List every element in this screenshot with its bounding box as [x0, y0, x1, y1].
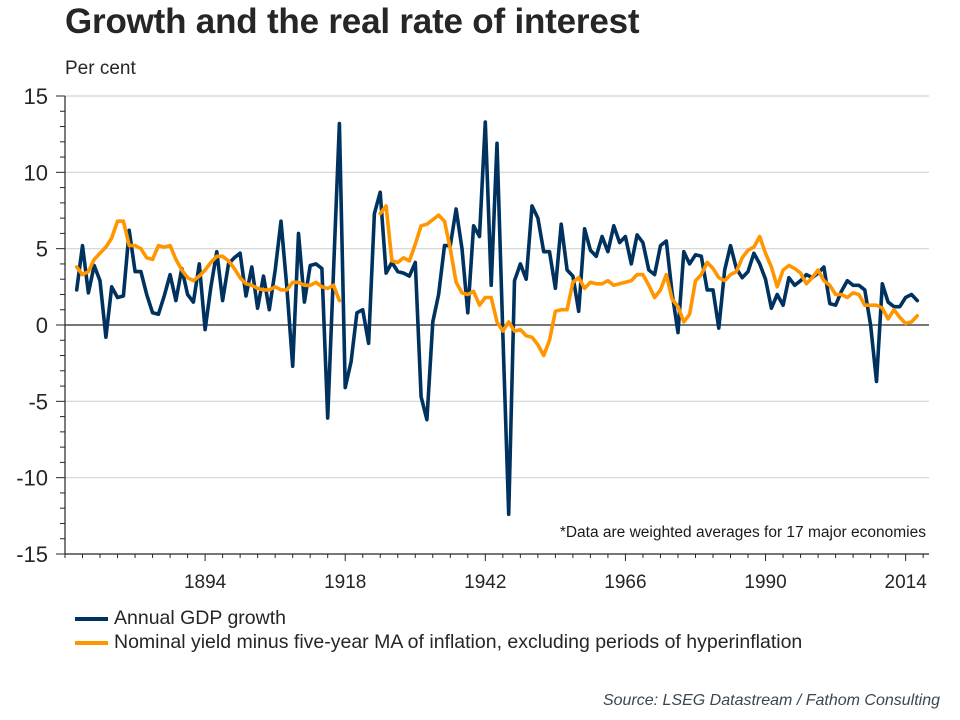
legend: Annual GDP growth Nominal yield minus fi…	[75, 606, 875, 654]
series-line-real-rate	[74, 219, 342, 303]
series-line-real-rate	[378, 204, 920, 358]
x-tick-label: 1894	[184, 572, 227, 593]
source-note: Source: LSEG Datastream / Fathom Consult…	[602, 692, 940, 709]
footnote: *Data are weighted averages for 17 major…	[560, 524, 926, 541]
series-line-gdp-growth	[74, 120, 920, 517]
y-tick-label: -10	[16, 466, 48, 491]
axes: 15 10 5 0 -5 -10 -15 1894 1918 1942 1966 1990 2014	[16, 84, 929, 593]
legend-label-gdp: Annual GDP growth	[114, 607, 286, 629]
legend-swatch-real-rate	[75, 641, 108, 645]
y-tick-label: -15	[16, 542, 48, 567]
series	[74, 120, 920, 517]
legend-label-real-rate: Nominal yield minus five-year MA of infl…	[114, 631, 803, 653]
x-tick-label: 2014	[885, 572, 928, 593]
y-tick-label: -5	[28, 389, 48, 414]
x-tick-label: 1966	[604, 572, 646, 593]
chart-title: Growth and the real rate of interest	[65, 2, 640, 41]
x-tick-label: 1942	[464, 572, 506, 593]
y-tick-label: 15	[24, 84, 48, 109]
legend-item-gdp: Annual GDP growth	[75, 606, 875, 630]
x-tick-label: 1990	[744, 572, 786, 593]
legend-swatch-gdp	[75, 617, 108, 621]
y-tick-label: 10	[24, 160, 48, 185]
legend-item-real-rate: Nominal yield minus five-year MA of infl…	[75, 630, 875, 654]
x-tick-label: 1918	[324, 572, 366, 593]
y-tick-label: 5	[36, 237, 48, 262]
y-tick-label: 0	[36, 313, 48, 338]
y-axis-unit-label: Per cent	[65, 58, 136, 79]
